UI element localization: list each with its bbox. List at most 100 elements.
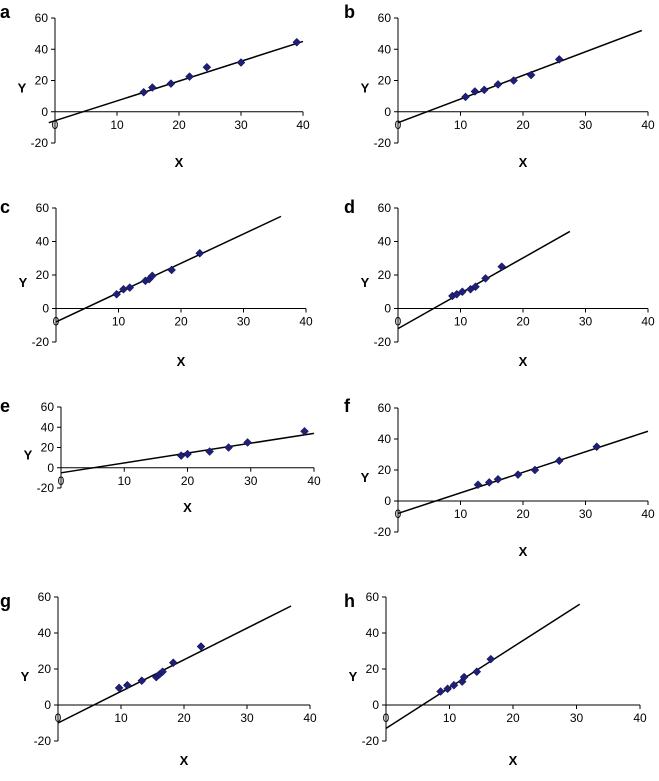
data-point	[167, 265, 176, 275]
data-point	[493, 474, 503, 484]
x-axis-title: X	[183, 500, 192, 515]
y-tick-label: 20	[35, 74, 49, 88]
data-point	[300, 426, 309, 436]
data-point	[461, 92, 470, 102]
y-axis-title: Y	[361, 470, 370, 485]
data-point	[449, 680, 459, 690]
y-tick-label: 60	[35, 11, 49, 25]
data-point	[493, 80, 503, 89]
y-tick-label: 60	[41, 400, 55, 414]
y-tick-label: 40	[38, 626, 52, 640]
y-tick-label: 40	[36, 235, 50, 249]
y-tick-label: 40	[41, 420, 55, 434]
y-tick-label: 40	[378, 235, 392, 249]
data-point	[526, 70, 536, 80]
x-tick-label: 30	[234, 118, 248, 132]
data-point	[471, 282, 480, 292]
x-tick-label: 10	[114, 711, 128, 725]
y-tick-label: 20	[41, 441, 55, 455]
y-tick-label: 60	[378, 11, 392, 25]
x-tick-label: 40	[296, 118, 310, 132]
y-tick-label: -20	[37, 481, 55, 495]
data-point	[436, 687, 445, 696]
x-axis-title: X	[180, 753, 189, 768]
data-point	[292, 37, 302, 47]
y-tick-label: 0	[384, 494, 391, 508]
regression-line	[397, 29, 643, 124]
x-tick-label: 30	[579, 507, 593, 521]
y-tick-label: 0	[41, 105, 48, 119]
data-point	[168, 658, 178, 668]
x-tick-label: 10	[112, 315, 126, 329]
data-point	[205, 447, 214, 456]
data-point	[530, 465, 540, 475]
y-tick-label: 0	[384, 105, 391, 119]
x-tick-label: 10	[443, 711, 457, 725]
data-point	[166, 79, 176, 88]
x-axis-title: X	[519, 544, 528, 559]
data-point	[122, 680, 132, 690]
x-tick-label: 10	[454, 118, 468, 132]
data-point	[554, 55, 564, 64]
panel-label: e	[0, 396, 10, 416]
y-tick-label: 0	[372, 698, 379, 712]
data-point	[470, 87, 480, 96]
y-tick-label: 0	[384, 302, 391, 316]
data-point	[196, 642, 206, 651]
data-point	[202, 62, 212, 72]
data-point	[125, 283, 135, 292]
y-tick-label: 60	[378, 401, 392, 415]
data-point	[139, 87, 149, 97]
x-tick-label: 20	[172, 118, 186, 132]
data-point	[224, 443, 233, 452]
x-tick-label: 0	[52, 118, 59, 132]
x-tick-label: 40	[641, 118, 655, 132]
x-tick-label: 20	[516, 507, 530, 521]
y-tick-label: -20	[374, 136, 392, 150]
y-tick-label: 60	[36, 201, 50, 215]
x-tick-label: 0	[58, 474, 65, 488]
y-tick-label: 60	[366, 590, 380, 604]
y-tick-label: 20	[38, 662, 52, 676]
data-point	[484, 478, 494, 487]
data-point	[176, 451, 186, 460]
data-point	[137, 676, 147, 686]
x-tick-label: 30	[237, 315, 251, 329]
data-point	[236, 58, 246, 67]
panel-label: a	[0, 2, 11, 22]
x-tick-label: 20	[516, 315, 530, 329]
y-tick-label: -20	[31, 136, 49, 150]
data-point	[509, 76, 518, 85]
x-axis-title: X	[519, 155, 528, 170]
data-point	[195, 248, 205, 258]
x-tick-label: 0	[395, 507, 402, 521]
y-axis-title: Y	[19, 275, 28, 290]
data-point	[592, 442, 602, 452]
y-tick-label: 20	[378, 74, 392, 88]
data-point	[497, 262, 507, 271]
x-tick-label: 0	[395, 118, 402, 132]
panel-label: f	[344, 396, 351, 416]
data-point	[473, 480, 483, 490]
y-tick-label: 20	[378, 268, 392, 282]
y-tick-label: 0	[42, 302, 49, 316]
panel-label: b	[344, 2, 355, 22]
y-tick-label: -20	[362, 734, 380, 748]
data-point	[486, 654, 496, 664]
x-tick-label: 20	[516, 118, 530, 132]
data-point	[443, 684, 452, 694]
regression-line	[397, 430, 649, 515]
x-tick-label: 30	[244, 474, 258, 488]
y-tick-label: 20	[36, 268, 50, 282]
y-axis-title: Y	[361, 81, 370, 96]
y-tick-label: 20	[378, 463, 392, 477]
data-point	[458, 287, 467, 297]
x-tick-label: 0	[395, 315, 402, 329]
panel-label: d	[344, 197, 355, 217]
